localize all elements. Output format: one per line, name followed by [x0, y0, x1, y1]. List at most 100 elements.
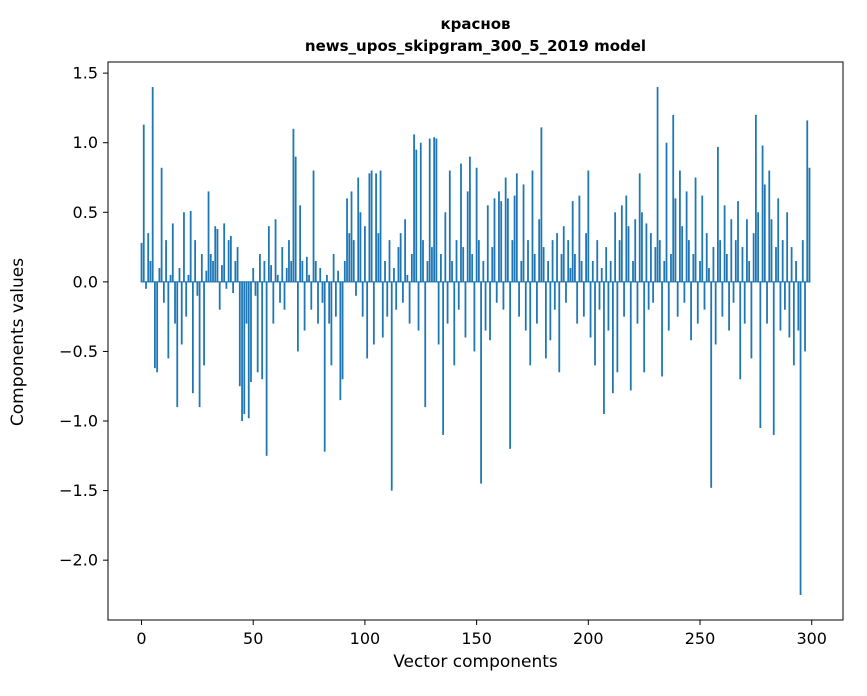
bar	[395, 281, 398, 310]
bar	[178, 267, 181, 282]
bar	[334, 281, 337, 317]
bar	[520, 260, 523, 282]
bar	[582, 281, 585, 317]
bar	[167, 281, 170, 359]
bar	[337, 270, 339, 282]
bar	[297, 281, 299, 352]
bar	[408, 281, 411, 324]
bar	[750, 281, 753, 359]
bar	[314, 260, 317, 282]
bar	[547, 260, 549, 282]
bar	[746, 219, 748, 282]
bar	[649, 233, 652, 282]
bar	[245, 281, 248, 324]
bar	[252, 267, 255, 282]
bar	[216, 228, 219, 282]
bar	[444, 212, 447, 282]
bar	[625, 195, 628, 282]
bar	[343, 260, 346, 282]
bar	[551, 240, 554, 282]
bar	[279, 281, 281, 303]
bar	[413, 134, 415, 282]
bar	[556, 233, 558, 282]
bar	[154, 281, 156, 369]
bar	[205, 270, 208, 282]
bar	[140, 242, 143, 282]
bar	[183, 212, 185, 282]
bar	[214, 226, 217, 282]
bar	[524, 281, 527, 331]
bar	[301, 260, 304, 282]
y-tick-label: 0.0	[73, 272, 98, 291]
bar	[580, 260, 583, 282]
bar	[439, 254, 442, 282]
bar	[323, 281, 326, 452]
bar	[433, 137, 436, 282]
bar	[399, 233, 402, 282]
bar	[180, 281, 183, 345]
bar	[768, 170, 771, 282]
bar	[254, 281, 257, 296]
bar	[198, 281, 201, 408]
bar	[741, 247, 744, 282]
bar	[754, 114, 757, 282]
bar	[679, 170, 681, 282]
bar	[176, 281, 179, 408]
bar	[703, 281, 706, 310]
bar	[748, 260, 751, 282]
bar	[321, 281, 324, 303]
bar	[341, 281, 344, 380]
bar	[290, 260, 293, 282]
bar	[766, 281, 768, 324]
bar	[448, 170, 451, 282]
bar	[544, 281, 547, 359]
bar	[609, 260, 612, 282]
bar	[540, 127, 543, 282]
bar	[402, 281, 404, 303]
bar	[786, 212, 789, 282]
bar	[527, 240, 529, 282]
bar	[788, 281, 791, 338]
bar	[274, 219, 277, 282]
bar	[162, 281, 165, 303]
bar	[591, 260, 594, 282]
bar	[504, 177, 507, 282]
bar	[699, 260, 701, 282]
bar	[806, 120, 809, 282]
bar	[531, 170, 534, 282]
bar	[696, 281, 699, 324]
bar	[406, 274, 409, 282]
bar	[234, 260, 237, 282]
bar	[462, 247, 465, 282]
bar	[270, 265, 272, 282]
bar	[654, 247, 657, 282]
bar	[761, 145, 764, 282]
x-tick-label: 250	[685, 629, 716, 648]
bar	[223, 223, 226, 282]
bar	[422, 240, 424, 282]
bar	[795, 260, 797, 282]
bar	[207, 191, 210, 282]
bar	[493, 198, 496, 282]
bar	[620, 205, 623, 282]
bar	[272, 281, 275, 324]
bar	[435, 138, 438, 282]
y-tick-label: 1.5	[73, 64, 98, 83]
bar	[491, 247, 494, 282]
bar	[305, 256, 308, 282]
bar	[623, 281, 625, 317]
bar	[549, 281, 552, 341]
bar	[368, 173, 371, 282]
bar	[627, 226, 630, 282]
bar	[694, 177, 697, 282]
bar	[792, 281, 795, 366]
y-tick-label: −2.0	[59, 551, 98, 570]
bar	[446, 281, 449, 324]
bar	[200, 254, 203, 282]
bar	[451, 260, 453, 282]
bar	[419, 142, 422, 282]
bar	[567, 240, 570, 282]
bar	[775, 247, 777, 282]
bar	[229, 235, 232, 282]
